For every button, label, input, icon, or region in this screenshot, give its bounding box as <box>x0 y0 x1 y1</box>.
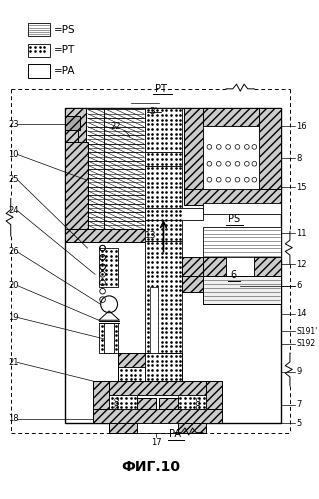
Bar <box>99 323 118 353</box>
Text: 22: 22 <box>110 122 121 131</box>
Bar <box>182 276 203 292</box>
Text: 6: 6 <box>231 270 237 280</box>
Text: 10: 10 <box>8 150 19 159</box>
Bar <box>203 276 281 304</box>
Bar <box>65 142 88 241</box>
Bar <box>65 230 147 243</box>
Bar <box>93 409 221 423</box>
Bar <box>226 257 254 276</box>
Text: 25: 25 <box>8 175 19 184</box>
Bar <box>118 353 182 367</box>
Bar <box>109 395 137 409</box>
Bar <box>28 64 50 77</box>
Text: 24: 24 <box>8 206 19 215</box>
Text: 13: 13 <box>145 232 157 241</box>
Bar <box>93 381 221 395</box>
Text: 14: 14 <box>296 309 307 318</box>
Bar <box>145 241 182 353</box>
Text: S191': S191' <box>296 327 318 336</box>
Bar <box>206 381 221 423</box>
Text: ФИГ.10: ФИГ.10 <box>121 460 180 475</box>
Text: PT: PT <box>155 83 167 93</box>
Text: =PT: =PT <box>54 45 75 55</box>
Text: 26: 26 <box>8 248 19 256</box>
Text: 15: 15 <box>296 183 307 192</box>
Text: 5: 5 <box>296 419 302 428</box>
Text: S192: S192 <box>296 339 315 348</box>
Bar <box>65 108 281 423</box>
Bar <box>86 230 145 239</box>
Bar <box>99 248 118 287</box>
Bar <box>145 108 182 152</box>
Bar <box>254 257 281 276</box>
Text: 18: 18 <box>8 414 19 423</box>
Bar <box>137 398 156 409</box>
Bar <box>184 189 281 205</box>
Bar <box>65 116 80 130</box>
Bar <box>28 44 50 57</box>
Bar <box>203 126 259 189</box>
Bar <box>104 108 145 236</box>
Text: 20: 20 <box>8 281 19 290</box>
Bar <box>137 423 177 433</box>
Text: =PS: =PS <box>54 25 76 35</box>
Bar <box>28 23 50 36</box>
Bar <box>145 208 203 220</box>
Bar <box>177 395 206 409</box>
Bar <box>159 398 177 409</box>
Bar <box>65 119 78 142</box>
Bar <box>109 423 137 433</box>
Text: 21: 21 <box>8 358 19 367</box>
Bar <box>182 257 203 276</box>
Bar <box>145 152 182 166</box>
Text: 17: 17 <box>151 438 161 447</box>
Bar <box>65 108 86 142</box>
Bar <box>184 108 203 203</box>
Bar <box>203 257 226 276</box>
Bar <box>145 367 182 381</box>
Text: 3': 3' <box>149 107 157 116</box>
Text: 12: 12 <box>296 259 307 268</box>
Bar <box>118 367 145 381</box>
Text: 16: 16 <box>296 122 307 131</box>
Text: 19: 19 <box>8 313 19 322</box>
Bar <box>259 108 281 203</box>
Bar <box>86 108 104 236</box>
Text: 11: 11 <box>296 229 307 238</box>
Text: 23: 23 <box>8 120 19 129</box>
Bar <box>93 381 109 423</box>
Text: 6: 6 <box>296 281 302 290</box>
Bar <box>203 276 281 304</box>
Bar <box>145 166 182 241</box>
Text: =PA: =PA <box>54 66 75 76</box>
Text: 7: 7 <box>296 400 302 409</box>
Text: 9: 9 <box>296 367 302 376</box>
Bar <box>118 353 182 381</box>
Text: PA: PA <box>169 429 181 439</box>
Text: PS: PS <box>228 214 240 224</box>
Bar <box>177 423 206 433</box>
Bar <box>145 353 182 381</box>
Bar <box>184 108 281 126</box>
Bar <box>203 203 281 215</box>
Bar <box>104 323 114 353</box>
Bar <box>203 227 281 259</box>
Text: 8: 8 <box>296 154 302 163</box>
Bar <box>150 287 158 353</box>
Bar <box>109 395 206 409</box>
